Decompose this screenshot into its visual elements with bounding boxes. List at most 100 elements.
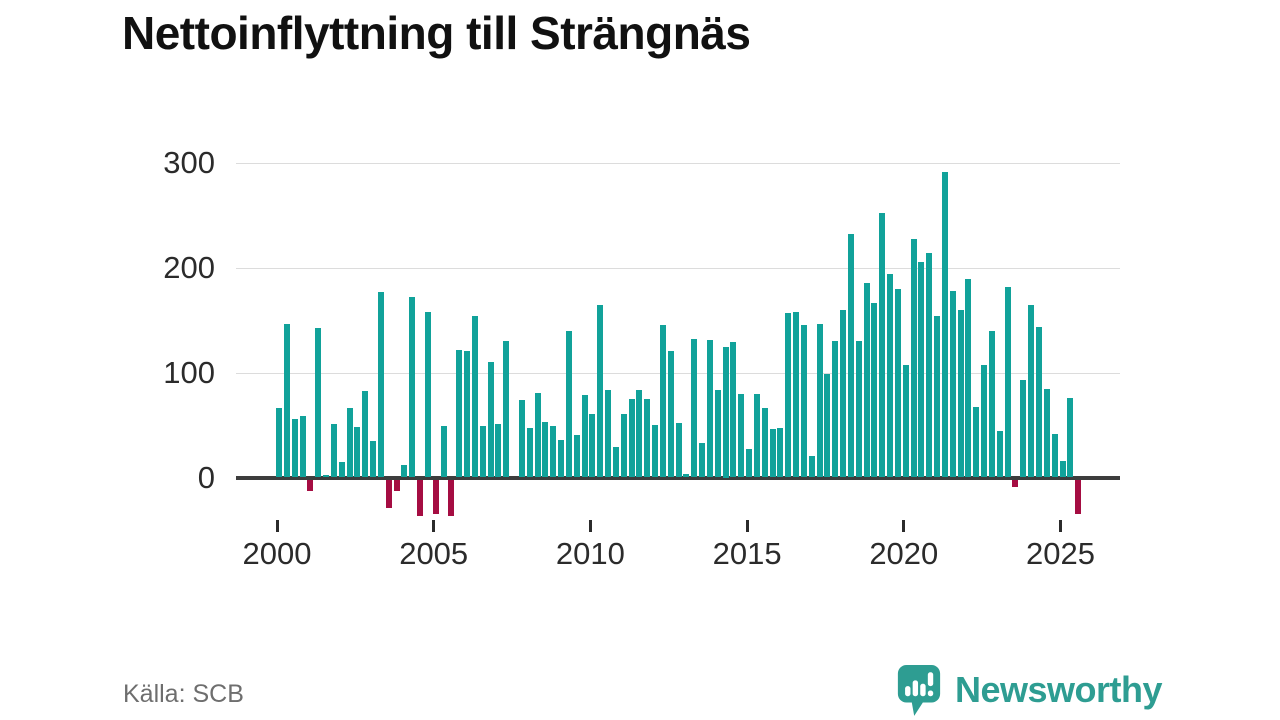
bar-2003-Q2 [377,292,384,478]
bar-2011-Q3 [636,389,643,478]
x-axis-tick [745,520,749,532]
bar-2006-Q3 [479,426,486,478]
bar-2015-Q2 [753,393,760,478]
bar-2016-Q2 [785,313,792,478]
bar-2012-Q4 [675,423,682,478]
bar-2021-Q4 [957,309,964,478]
bar-2022-Q1 [965,278,972,478]
bar-2024-Q1 [1028,304,1035,478]
bar-2001-Q2 [315,327,322,478]
bar-2020-Q3 [918,261,925,478]
bar-2003-Q3 [385,479,392,508]
bar-2011-Q4 [644,398,651,478]
x-axis-tick-label: 2020 [869,536,939,571]
bar-2019-Q2 [879,212,886,478]
bar-2015-Q4 [769,429,776,478]
bar-2018-Q4 [863,282,870,478]
bar-2018-Q1 [840,309,847,478]
bar-2018-Q3 [855,341,862,478]
bar-2012-Q2 [659,324,666,478]
bar-2001-Q4 [330,424,337,478]
bar-2000-Q3 [291,418,298,478]
bar-2010-Q3 [605,389,612,478]
bar-2005-Q3 [448,479,455,517]
bar-2020-Q4 [926,253,933,478]
bar-2009-Q2 [565,330,572,478]
x-axis-tick-label: 2000 [242,536,312,571]
bar-2024-Q2 [1035,326,1042,478]
bar-2008-Q3 [542,422,549,478]
newsworthy-logo: Newsworthy [895,662,1163,718]
bar-2025-Q1 [1059,460,1066,478]
bar-2005-Q4 [456,349,463,478]
newsworthy-bubble-chart-icon [897,665,941,716]
y-axis-tick-label: 300 [163,145,215,181]
bar-2017-Q1 [808,455,815,478]
gridline [236,163,1120,165]
y-axis-tick-label: 200 [163,250,215,286]
bar-2001-Q3 [323,475,329,478]
bar-2011-Q2 [628,398,635,478]
bar-2020-Q1 [902,365,909,478]
gridline [236,372,1120,374]
bar-2007-Q2 [503,341,510,478]
bar-2010-Q2 [597,304,604,478]
bar-2016-Q1 [777,428,784,478]
bar-2012-Q3 [667,350,674,478]
bar-2017-Q4 [832,341,839,478]
bar-2008-Q4 [550,426,557,478]
bar-2002-Q2 [346,408,353,478]
bar-2000-Q2 [283,323,290,478]
x-axis-tick [432,520,436,532]
y-axis-tick-label: 0 [197,459,215,495]
x-axis-zero-line [236,476,1120,480]
bar-2015-Q3 [761,408,768,478]
bar-2024-Q4 [1051,433,1058,478]
bar-2003-Q4 [393,479,400,492]
newsworthy-wordmark: Newsworthy [954,669,1163,710]
bar-2013-Q4 [706,340,713,478]
source-label: Källa: SCB [123,680,244,708]
bar-2002-Q4 [362,390,369,478]
bar-2010-Q4 [612,447,619,478]
bar-2005-Q1 [432,479,439,515]
bar-2005-Q2 [440,426,447,478]
bar-2021-Q2 [941,171,948,478]
bar-2009-Q3 [573,434,580,478]
bar-2013-Q3 [699,442,706,478]
bar-2025-Q3 [1075,479,1082,515]
bar-2002-Q1 [338,461,345,478]
bar-2007-Q1 [495,424,502,478]
bar-2023-Q3 [1012,479,1019,487]
bar-2007-Q4 [518,400,525,478]
x-axis-tick-label: 2025 [1026,536,1095,571]
bar-2008-Q2 [534,392,541,478]
bar-2013-Q1 [683,474,690,478]
bar-2019-Q1 [871,302,878,478]
bar-2000-Q1 [276,408,282,478]
bar-2023-Q1 [996,431,1003,478]
bar-2014-Q2 [722,346,729,478]
x-axis-tick [902,520,906,532]
y-axis-tick-label: 100 [163,354,215,390]
x-axis-tick-label: 2010 [555,536,625,571]
x-axis-tick [588,520,592,532]
bar-2016-Q4 [800,324,807,478]
x-axis-tick [1059,520,1062,532]
bar-2021-Q3 [949,291,956,478]
bar-2014-Q1 [714,389,721,478]
bar-2014-Q3 [730,342,737,478]
bar-2023-Q4 [1020,380,1027,478]
bar-2002-Q3 [354,427,361,478]
x-axis-tick-label: 2015 [712,536,782,571]
bar-2003-Q1 [370,440,377,478]
bar-2016-Q3 [793,312,800,478]
bar-2004-Q3 [417,479,424,517]
bar-2009-Q1 [558,439,565,478]
x-axis-tick [275,520,279,532]
bar-2022-Q3 [981,365,988,478]
chart-title: Nettoinflyttning till Strängnäs [122,7,751,59]
bar-2006-Q2 [471,316,478,478]
bar-2021-Q1 [934,316,941,478]
